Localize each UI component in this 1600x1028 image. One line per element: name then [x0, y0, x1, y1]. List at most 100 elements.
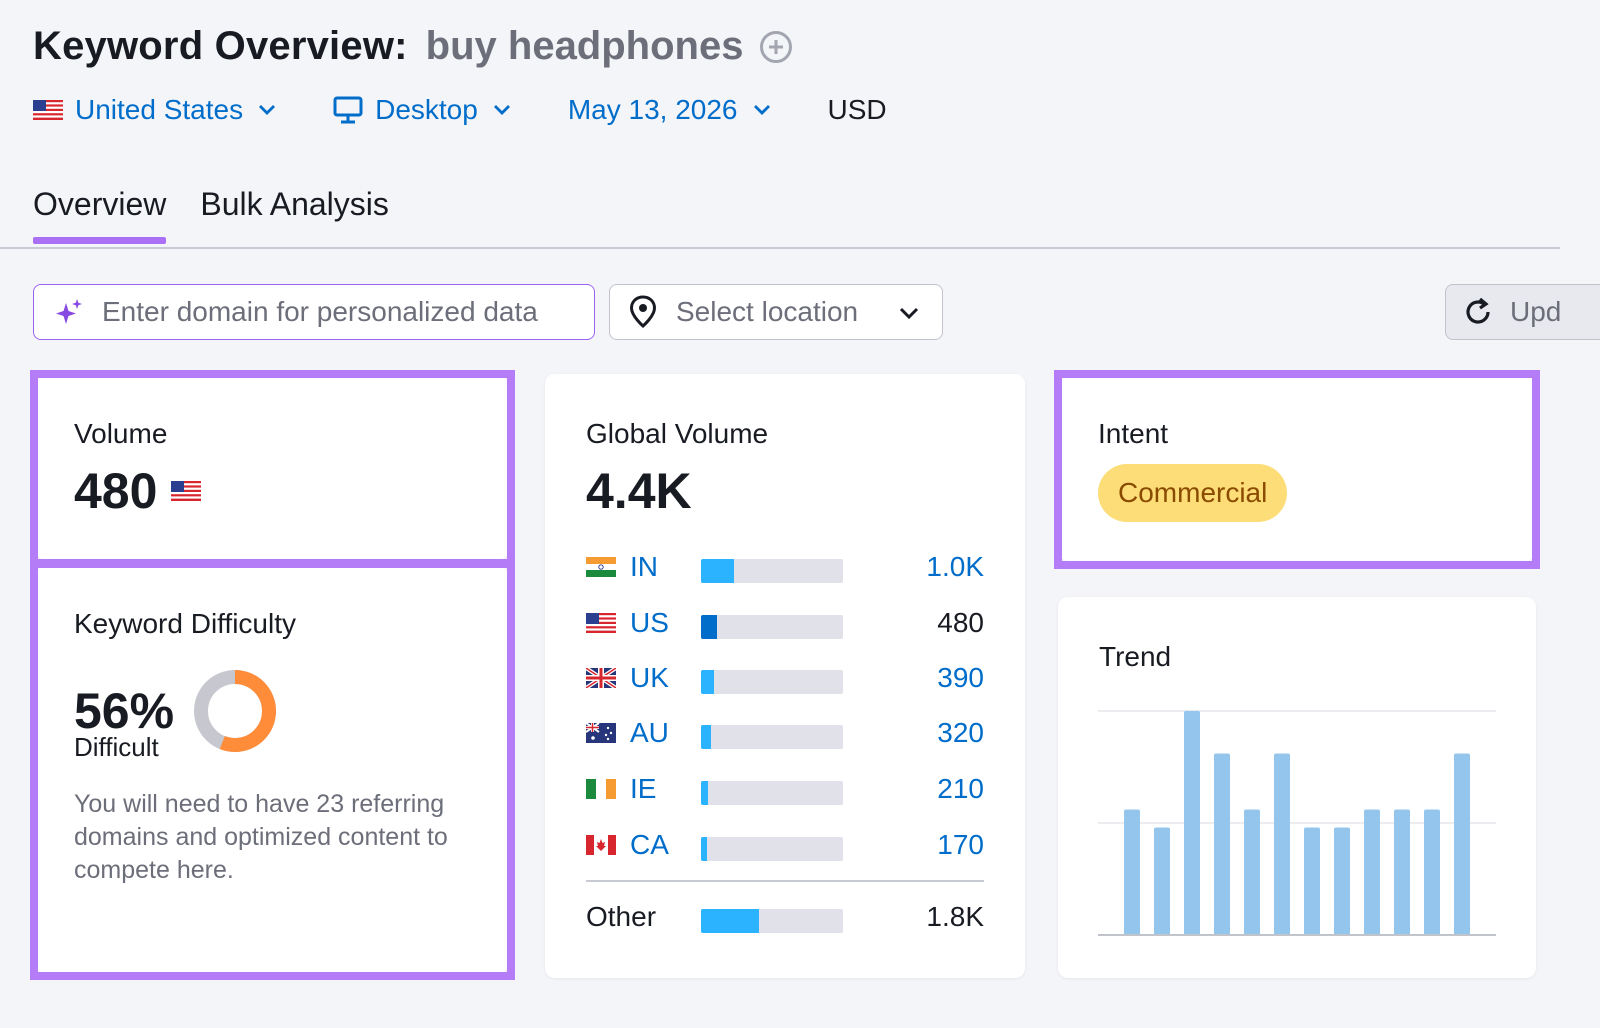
trend-bar[interactable] — [1424, 809, 1440, 935]
country-value[interactable]: 390 — [937, 662, 984, 693]
country-row-au: AU 320 — [586, 713, 984, 753]
other-value: 1.8K — [926, 901, 984, 932]
intent-title: Intent — [1098, 418, 1169, 449]
ireland-flag-icon — [586, 779, 616, 799]
country-row-ie: IE 210 — [586, 769, 984, 809]
update-button[interactable]: Upd — [1445, 284, 1600, 340]
country-select[interactable]: United States — [33, 94, 277, 126]
country-code[interactable]: AU — [630, 717, 669, 748]
trend-bar[interactable] — [1214, 753, 1230, 935]
share-bar — [701, 670, 843, 694]
trend-bar[interactable] — [1274, 753, 1290, 935]
share-bar-fill — [701, 670, 714, 694]
trend-bar[interactable] — [1454, 753, 1470, 935]
tab-bar: Overview Bulk Analysis — [33, 186, 423, 244]
share-bar — [701, 909, 843, 933]
desktop-icon — [333, 96, 363, 124]
country-code[interactable]: CA — [630, 829, 669, 860]
us-flag-icon — [171, 481, 202, 501]
global-volume-divider — [586, 880, 984, 882]
kd-donut-chart — [194, 670, 277, 752]
trend-bar[interactable] — [1394, 809, 1410, 935]
share-bar-fill — [701, 909, 760, 933]
tab-overview[interactable]: Overview — [33, 186, 167, 244]
intent-badge: Commercial — [1098, 464, 1288, 522]
country-row-other: Other 1.8K — [586, 897, 984, 937]
country-value: 480 — [937, 607, 984, 638]
intent-card: Intent Commercial — [1060, 376, 1534, 562]
date-label: May 13, 2026 — [567, 94, 738, 125]
country-code[interactable]: UK — [630, 662, 669, 693]
device-select[interactable]: Desktop — [333, 94, 512, 126]
canada-flag-icon — [586, 835, 616, 855]
country-row-ca: CA 170 — [586, 825, 984, 865]
kd-title: Keyword Difficulty — [74, 608, 297, 639]
share-bar — [701, 559, 843, 583]
other-label: Other — [586, 901, 657, 932]
trend-bar[interactable] — [1334, 827, 1350, 935]
trend-bar[interactable] — [1184, 711, 1200, 935]
global-volume-value: 4.4K — [586, 463, 692, 519]
device-label: Desktop — [375, 94, 478, 125]
tab-bulk-analysis[interactable]: Bulk Analysis — [200, 186, 389, 222]
country-row-uk: UK 390 — [586, 658, 984, 698]
trend-bar[interactable] — [1304, 827, 1320, 935]
keyword-difficulty-card: Keyword Difficulty 56% Difficult You wil… — [36, 566, 508, 974]
country-code[interactable]: IN — [630, 551, 658, 582]
country-row-in: IN 1.0K — [586, 547, 984, 587]
volume-card: Volume 480 — [36, 376, 508, 560]
update-label: Upd — [1510, 296, 1562, 327]
uk-flag-icon — [586, 668, 616, 688]
share-bar — [701, 781, 843, 805]
trend-bar[interactable] — [1364, 809, 1380, 935]
chevron-down-icon — [899, 307, 919, 320]
chevron-down-icon — [259, 105, 276, 115]
page-header: Keyword Overview: buy headphones — [33, 24, 793, 69]
trend-bar[interactable] — [1124, 809, 1140, 935]
global-volume-title: Global Volume — [586, 418, 769, 449]
share-bar — [701, 837, 843, 861]
share-bar-fill — [701, 781, 709, 805]
trend-title: Trend — [1099, 641, 1172, 672]
country-value[interactable]: 1.0K — [926, 551, 984, 582]
kd-description: You will need to have 23 referring domai… — [74, 790, 448, 884]
trend-card: Trend — [1058, 597, 1536, 978]
trend-bar[interactable] — [1154, 827, 1170, 935]
keyword-title: buy headphones — [425, 24, 744, 68]
chevron-down-icon — [753, 105, 770, 115]
location-placeholder: Select location — [676, 296, 859, 327]
india-flag-icon — [586, 557, 616, 577]
filter-bar: United States Desktop May 13, 2026 USD — [33, 94, 887, 126]
global-volume-card: Global Volume 4.4K IN 1.0K US 480 UK — [545, 374, 1025, 978]
volume-title: Volume — [74, 418, 168, 449]
domain-input[interactable] — [102, 296, 592, 328]
share-bar-fill — [701, 725, 711, 749]
date-select[interactable]: May 13, 2026 — [568, 94, 772, 126]
country-value[interactable]: 210 — [937, 773, 984, 804]
kd-value: 56% — [74, 683, 175, 739]
country-row-us: US 480 — [586, 603, 984, 643]
refresh-icon — [1466, 297, 1490, 324]
location-select[interactable]: Select location — [609, 284, 943, 340]
sparkle-icon — [56, 299, 82, 324]
tabs-divider — [0, 247, 1560, 249]
country-value[interactable]: 320 — [937, 717, 984, 748]
share-bar-fill — [701, 559, 734, 583]
highlight-divider — [30, 559, 515, 568]
country-code[interactable]: US — [630, 607, 669, 638]
currency-label: USD — [827, 94, 887, 125]
country-label: United States — [75, 94, 244, 125]
australia-flag-icon — [586, 723, 616, 743]
country-value[interactable]: 170 — [937, 829, 984, 860]
add-to-list-icon[interactable] — [759, 30, 793, 64]
country-code[interactable]: IE — [630, 773, 657, 804]
page-title: Keyword Overview: — [33, 24, 408, 68]
trend-bar[interactable] — [1244, 809, 1260, 935]
share-bar-fill — [701, 837, 707, 861]
volume-value: 480 — [74, 463, 158, 519]
us-flag-icon — [586, 613, 616, 633]
domain-input-wrapper[interactable] — [33, 284, 595, 340]
location-pin-icon — [629, 295, 657, 328]
chevron-down-icon — [493, 105, 510, 115]
share-bar-fill — [701, 615, 717, 639]
